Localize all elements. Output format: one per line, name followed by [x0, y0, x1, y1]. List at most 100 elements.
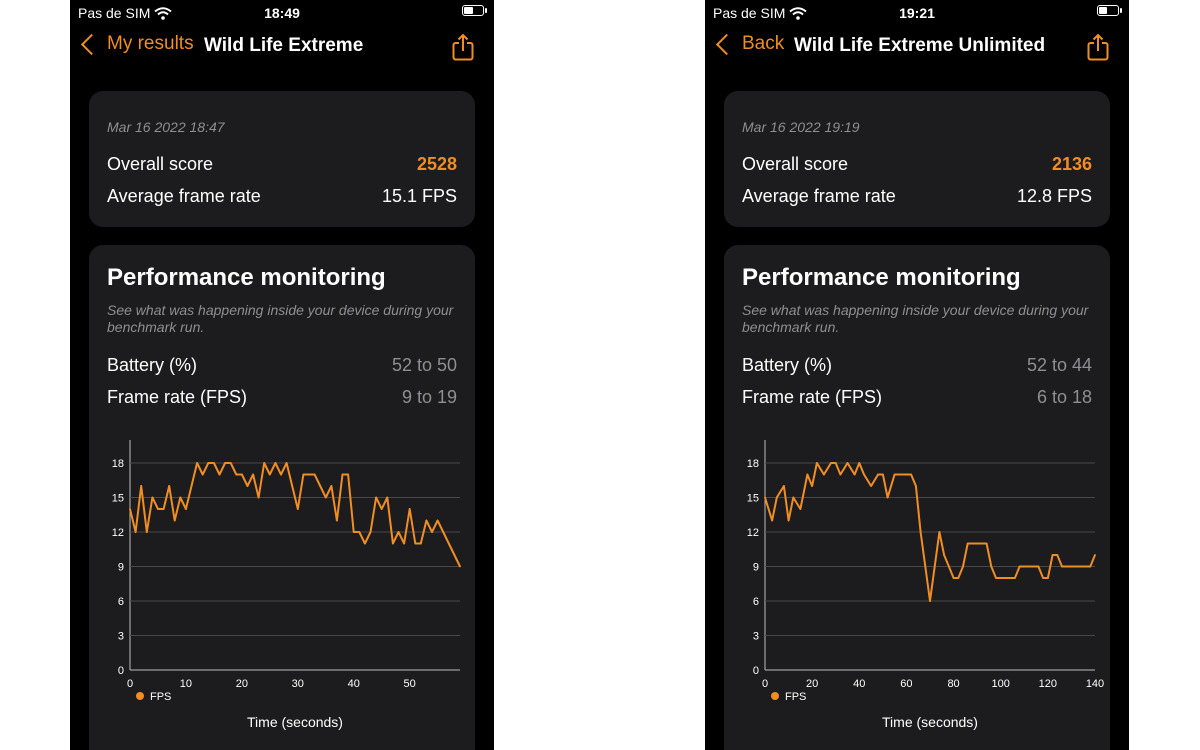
performance-title: Performance monitoring	[742, 264, 1021, 291]
average-fps-value: 12.8 FPS	[1016, 186, 1092, 206]
fps-data-point	[391, 542, 394, 545]
fps-data-point	[319, 485, 322, 487]
battery-fill	[1099, 7, 1107, 14]
fps-data-point	[431, 531, 433, 533]
x-tick-label: 80	[947, 678, 959, 690]
fps-data-point	[1009, 577, 1012, 579]
share-icon[interactable]	[1087, 33, 1109, 61]
clock: 18:49	[264, 5, 300, 21]
fps-chart: 0 3 6 9 12 15 18 0 10 20 30 40 50 FPS Time (seconds)	[112, 440, 461, 730]
fps-data-point	[330, 485, 333, 487]
fps-data-point	[358, 531, 361, 533]
average-fps-row: Average frame rate 15.1 FPS	[107, 186, 457, 207]
status-bar: Pas de SIM 18:49	[70, 5, 494, 21]
fps-data-point	[792, 496, 795, 499]
fps-data-point	[947, 565, 950, 568]
performance-title: Performance monitoring	[107, 264, 386, 291]
fps-data-point	[1070, 565, 1073, 568]
fps-data-point	[881, 473, 884, 476]
y-tick-label: 18	[112, 458, 124, 470]
fps-data-point	[914, 485, 917, 487]
fps-data-point	[235, 473, 238, 476]
fps-series-line	[129, 462, 461, 567]
fps-data-point	[1061, 565, 1063, 568]
fps-data-point	[308, 473, 310, 476]
fps-data-point	[140, 485, 143, 487]
fps-data-point	[806, 473, 809, 476]
fps-data-point	[380, 508, 383, 510]
x-tick-label: 30	[292, 678, 304, 690]
fps-data-point	[134, 531, 137, 533]
x-axis-title: Time (seconds)	[247, 714, 343, 730]
status-bar: Pas de SIM 19:21	[705, 5, 1129, 21]
x-tick-label: 10	[180, 678, 192, 690]
y-tick-label: 0	[753, 665, 759, 677]
fps-data-point	[302, 473, 305, 476]
battery-value: 52 to 44	[1026, 355, 1092, 375]
back-button[interactable]: Back	[715, 33, 784, 55]
fps-data-point	[397, 531, 400, 533]
fps-data-point	[369, 531, 372, 533]
fps-data-point	[1065, 565, 1068, 568]
fps-data-point	[1075, 565, 1078, 568]
fps-data-point	[341, 473, 344, 476]
y-tick-label: 15	[112, 493, 124, 505]
fps-data-point	[280, 473, 282, 476]
fps-data-point	[179, 496, 182, 499]
fps-data-point	[157, 508, 159, 510]
fps-data-point	[1079, 565, 1082, 568]
fps-data-point	[893, 473, 896, 476]
fps-data-point	[414, 542, 417, 545]
fps-data-point	[1028, 565, 1030, 568]
share-icon[interactable]	[452, 33, 474, 61]
x-tick-label: 120	[1039, 678, 1057, 690]
fps-data-point	[296, 508, 299, 510]
fps-data-point	[268, 473, 271, 476]
carrier-group: Pas de SIM	[713, 5, 808, 21]
fps-data-point	[990, 565, 993, 568]
nav-title: Wild Life Extreme	[204, 35, 364, 56]
clock: 19:21	[899, 5, 935, 21]
fps-data-point	[453, 554, 456, 556]
fps-data-point	[900, 473, 903, 476]
fps-data-point	[1013, 577, 1016, 579]
legend-label: FPS	[785, 691, 806, 703]
x-tick-label: 40	[853, 678, 865, 690]
battery-row: Battery (%) 52 to 50	[107, 355, 457, 376]
fps-data-point	[771, 519, 773, 522]
fps-data-point	[830, 462, 832, 464]
fps-data-point	[995, 577, 997, 579]
x-tick-label: 20	[236, 678, 248, 690]
overall-score-value: 2136	[1051, 154, 1092, 174]
y-tick-label: 12	[747, 527, 759, 539]
battery-label: Battery (%)	[107, 355, 198, 375]
x-tick-label: 40	[348, 678, 360, 690]
fps-data-point	[787, 519, 790, 522]
fps-data-point	[224, 462, 226, 464]
overall-score-label: Overall score	[107, 154, 214, 174]
fps-data-point	[815, 462, 818, 464]
fps-data-point	[834, 462, 837, 464]
y-tick-label: 3	[118, 631, 124, 643]
back-button[interactable]: My results	[80, 33, 194, 55]
navigation-bar: My results Wild Life Extreme	[70, 33, 494, 63]
fps-data-point	[1037, 565, 1040, 568]
overall-score-row: Overall score 2528	[107, 154, 457, 175]
battery-row: Battery (%) 52 to 44	[742, 355, 1092, 376]
fps-data-point	[775, 496, 778, 499]
fps-data-point	[962, 565, 964, 568]
y-tick-label: 6	[753, 596, 759, 608]
battery-fill	[464, 7, 473, 14]
y-tick-label: 6	[118, 596, 124, 608]
battery-icon	[462, 5, 487, 16]
fps-data-point	[129, 508, 131, 510]
framerate-value: 6 to 18	[1036, 387, 1092, 407]
fps-data-point	[240, 473, 243, 476]
fps-chart: 0 3 6 9 12 15 18 0 20 40 60 80 100 120 140 FPS Time (sec…	[747, 440, 1104, 730]
fps-data-point	[985, 542, 988, 545]
fps-data-point	[145, 531, 148, 533]
carrier-group: Pas de SIM	[78, 5, 173, 21]
wifi-icon	[154, 6, 173, 20]
fps-data-point	[938, 531, 941, 533]
fps-data-point	[375, 496, 378, 499]
